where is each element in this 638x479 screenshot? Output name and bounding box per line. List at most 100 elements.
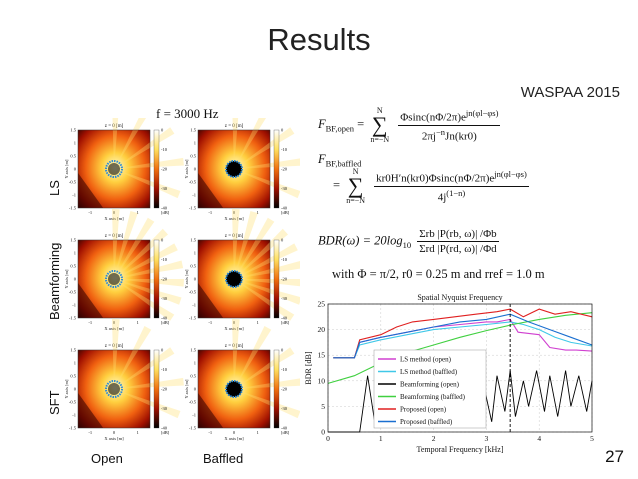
frequency-label: f = 3000 Hz [156, 106, 219, 121]
y-tick-label: -0.5 [189, 180, 197, 185]
colorbar-tick-label: 0 [281, 128, 284, 133]
x-axis-label: X axis [m] [104, 216, 124, 221]
y-axis-label: Y axis [m] [184, 379, 189, 399]
beam-lobe [114, 169, 181, 199]
x-tick-label: 0 [326, 434, 330, 443]
y-tick-label: 0.5 [70, 264, 76, 269]
beam-lobe [111, 209, 120, 279]
x-axis-label: X axis [m] [104, 326, 124, 331]
colorbar-unit: [dB] [161, 430, 170, 435]
beam-lobe [114, 279, 184, 287]
x-tick-label: 2 [432, 434, 436, 443]
beam-lobe [234, 210, 258, 279]
panel-title: z = 0 [m] [225, 234, 244, 239]
y-tick-label: -1.5 [189, 316, 197, 321]
array-interior [108, 383, 120, 395]
colorbar-tick-label: -20 [281, 277, 288, 282]
y-tick-label: 1.5 [190, 128, 196, 133]
colorbar-tick-label: -30 [281, 186, 288, 191]
column-label-open: Open [91, 451, 123, 466]
legend-entry: Beamforming (open) [400, 381, 460, 389]
shadow-region [78, 172, 104, 208]
beam-lobe [234, 169, 301, 199]
colorbar-tick-label: -10 [161, 367, 168, 372]
x-tick-label: 1 [137, 430, 139, 435]
y-axis-label: Y axis [m] [64, 269, 69, 289]
legend-box [373, 349, 487, 429]
array-interior [108, 273, 120, 285]
y-tick-label: -1 [192, 413, 196, 418]
venue-label: WASPAA 2015 [520, 84, 620, 101]
bdr-chart: Spatial Nyquist Frequency 0 1 2 3 4 5 0 5 10 15 20 2… [304, 293, 594, 454]
panel-frame [197, 239, 271, 319]
panel-title: z = 0 [m] [225, 124, 244, 129]
sound-field-maps-svg: z = 0 [m]1.510.50-0.5-1-1.5-1 0 1X axis [m… [64, 99, 304, 441]
beam-lobe [114, 210, 138, 279]
y-tick-label: 0.5 [190, 374, 196, 379]
y-tick-label: 5 [321, 402, 325, 411]
x-tick-label: -1 [88, 210, 92, 215]
colorbar-unit: [dB] [281, 430, 290, 435]
beam-lobe [114, 217, 155, 279]
colorbar-tick-label: -30 [281, 296, 288, 301]
sound-field-maps: z = 0 [m] 1.5 1 0.5 0 -0.5 -1 -1.5 -1 0 1 X axis [m… [60, 99, 304, 448]
equation-condition: with Φ = π/2, r0 = 0.25 m and rref = 1.0… [332, 267, 545, 281]
y-tick-label: 1.5 [190, 238, 196, 243]
y-tick-label: 0.5 [190, 154, 196, 159]
x-tick-label: -1 [208, 320, 212, 325]
panel-title: z = 0 [m] [225, 344, 244, 349]
y-tick-label: -1.5 [189, 426, 197, 431]
panel-frame [197, 349, 271, 429]
array-interior [108, 163, 120, 175]
shadow-region [78, 282, 104, 318]
x-tick-label: 1 [257, 430, 259, 435]
x-tick-label: 4 [537, 434, 541, 443]
beam-lobe [234, 389, 301, 419]
equation-baffled-lhs: FBF,baffled [318, 152, 362, 169]
microphone-array [105, 380, 123, 398]
colorbar-tick-label: -40 [161, 426, 168, 431]
series-line-6 [333, 313, 593, 359]
eq-baffled-fraction: kr0H′n(kr0)Φsinc(nΦ/2π)ejn(φl−φs) 4j(1−n… [374, 168, 529, 204]
microphone-array [105, 160, 123, 178]
y-axis-label: Y axis [m] [64, 159, 69, 179]
x-tick-label: 1 [257, 320, 259, 325]
y-tick-label: -1.5 [69, 316, 77, 321]
x-tick-label: 0 [233, 430, 236, 435]
colorbar-tick-label: -10 [281, 257, 288, 262]
y-tick-label: 25 [318, 300, 326, 309]
microphone-array [105, 270, 123, 288]
x-tick-label: -1 [88, 320, 92, 325]
equation-baffled: = N ∑ n=−N kr0H′n(kr0)Φsinc(nΦ/2π)ejn(φl… [333, 167, 529, 205]
x-axis-label: X axis [m] [224, 216, 244, 221]
x-tick-label: 0 [113, 320, 116, 325]
legend-entry: Beamforming (baffled) [400, 393, 466, 401]
beam-lobe [234, 347, 295, 389]
shadow-region [198, 282, 224, 318]
beam-lobe [114, 279, 182, 305]
colorbar-tick-label: -20 [161, 277, 168, 282]
beam-lobe [114, 377, 184, 389]
y-tick-label: 0 [74, 277, 77, 282]
map-panel-3: z = 0 [m]1.510.50-0.5-1-1.5-1 0 1X axis [m… [64, 209, 184, 331]
colorbar-tick-label: -10 [281, 147, 288, 152]
colorbar [153, 239, 160, 319]
x-axis-label: X axis [m] [224, 326, 244, 331]
y-tick-label: 0.5 [190, 264, 196, 269]
x-tick-label: 5 [590, 434, 594, 443]
y-tick-label: 0.5 [70, 154, 76, 159]
x-axis-label: Temporal Frequency [kHz] [417, 445, 504, 454]
x-axis-label: X axis [m] [104, 436, 124, 441]
y-tick-label: -1.5 [189, 206, 197, 211]
colorbar-tick-label: 0 [161, 238, 164, 243]
beam-lobe [114, 127, 175, 169]
colorbar-tick-label: -20 [161, 387, 168, 392]
microphone-array [225, 160, 243, 178]
y-tick-label: -1.5 [69, 426, 77, 431]
x-tick-label: 3 [485, 434, 489, 443]
x-tick-label: 1 [137, 210, 139, 215]
colorbar-tick-label: 0 [161, 348, 164, 353]
map-panel-2: z = 0 [m]1.510.50-0.5-1-1.5-1 0 1X axis [m… [184, 99, 304, 221]
colorbar-tick-label: 0 [281, 348, 284, 353]
y-tick-label: 20 [318, 325, 326, 334]
